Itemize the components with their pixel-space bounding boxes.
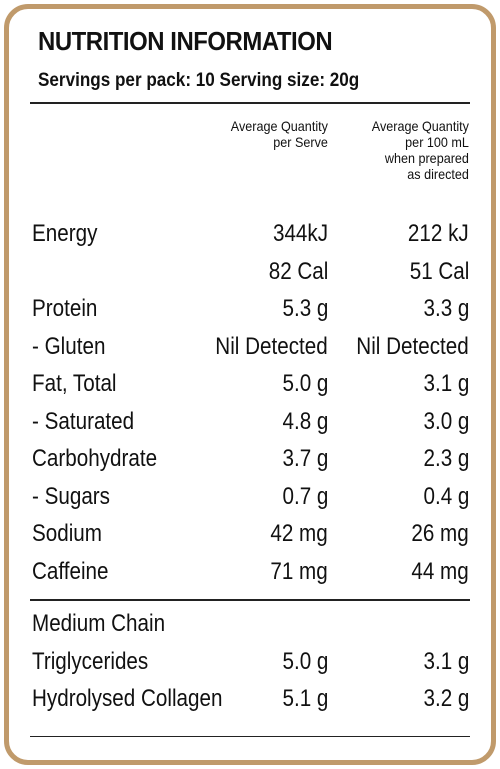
value-per-100ml: 3.0 g (423, 407, 469, 435)
nutrition-panel (4, 4, 496, 765)
value-per-100ml: Nil Detected (356, 332, 469, 360)
value-per-100ml: 212 kJ (408, 220, 469, 247)
nutrient-name: - Saturated (32, 407, 135, 435)
table-row: Medium Chain (0, 609, 500, 645)
value-per-serve: 4.8 g (282, 407, 328, 435)
table-row: Caffeine 71 mg 44 mg (0, 557, 500, 593)
value-per-serve: 5.0 g (282, 370, 328, 397)
value-per-100ml: 26 mg (411, 520, 469, 547)
value-per-100ml: 51 Cal (409, 257, 469, 285)
column-header-per-serve: Average Quantity per Serve (230, 118, 328, 150)
divider-bottom (30, 736, 470, 737)
table-row: - Gluten Nil Detected Nil Detected (0, 332, 500, 368)
value-per-serve: 71 mg (270, 557, 328, 585)
nutrient-name: Medium Chain (32, 610, 166, 637)
value-per-serve: 5.1 g (282, 685, 328, 712)
nutrient-name: Carbohydrate (32, 445, 158, 472)
divider-top (30, 102, 470, 104)
value-per-serve: 0.7 g (282, 482, 328, 510)
nutrient-name: Caffeine (32, 557, 109, 585)
table-row: Protein 5.3 g 3.3 g (0, 294, 500, 330)
value-per-serve: 5.3 g (282, 295, 328, 322)
page-title: NUTRITION INFORMATION (38, 26, 333, 56)
table-row: Fat, Total 5.0 g 3.1 g (0, 369, 500, 405)
servings-line: Servings per pack: 10 Serving size: 20g (38, 70, 360, 91)
nutrient-name: - Sugars (32, 482, 111, 510)
nutrient-name: Energy (32, 220, 98, 247)
value-per-serve: Nil Detected (215, 332, 328, 360)
nutrient-name: Fat, Total (32, 370, 117, 397)
table-row: Sodium 42 mg 26 mg (0, 519, 500, 555)
value-per-100ml: 3.1 g (423, 647, 469, 675)
column-header-per-100ml: Average Quantity per 100 mL when prepare… (371, 118, 469, 182)
nutrient-name: Hydrolysed Collagen (32, 685, 223, 712)
nutrient-name: Triglycerides (32, 647, 149, 675)
value-per-100ml: 2.3 g (423, 445, 469, 472)
table-row: Triglycerides 5.0 g 3.1 g (0, 647, 500, 683)
table-row: 82 Cal 51 Cal (0, 257, 500, 293)
table-row: Hydrolysed Collagen 5.1 g 3.2 g (0, 684, 500, 720)
nutrient-name: - Gluten (32, 332, 106, 360)
nutrient-name: Protein (32, 295, 98, 322)
value-per-serve: 5.0 g (282, 647, 328, 675)
value-per-100ml: 0.4 g (423, 482, 469, 510)
value-per-serve: 82 Cal (268, 257, 328, 285)
divider-middle (30, 599, 470, 601)
value-per-serve: 344kJ (272, 220, 328, 247)
table-row: Energy 344kJ 212 kJ (0, 219, 500, 255)
table-row: Carbohydrate 3.7 g 2.3 g (0, 444, 500, 480)
table-row: - Sugars 0.7 g 0.4 g (0, 482, 500, 518)
value-per-100ml: 3.2 g (423, 685, 469, 712)
value-per-100ml: 3.1 g (423, 370, 469, 397)
value-per-serve: 3.7 g (282, 445, 328, 472)
nutrient-name: Sodium (32, 520, 102, 547)
value-per-100ml: 44 mg (411, 557, 469, 585)
value-per-100ml: 3.3 g (423, 295, 469, 322)
value-per-serve: 42 mg (270, 520, 328, 547)
table-row: - Saturated 4.8 g 3.0 g (0, 407, 500, 443)
